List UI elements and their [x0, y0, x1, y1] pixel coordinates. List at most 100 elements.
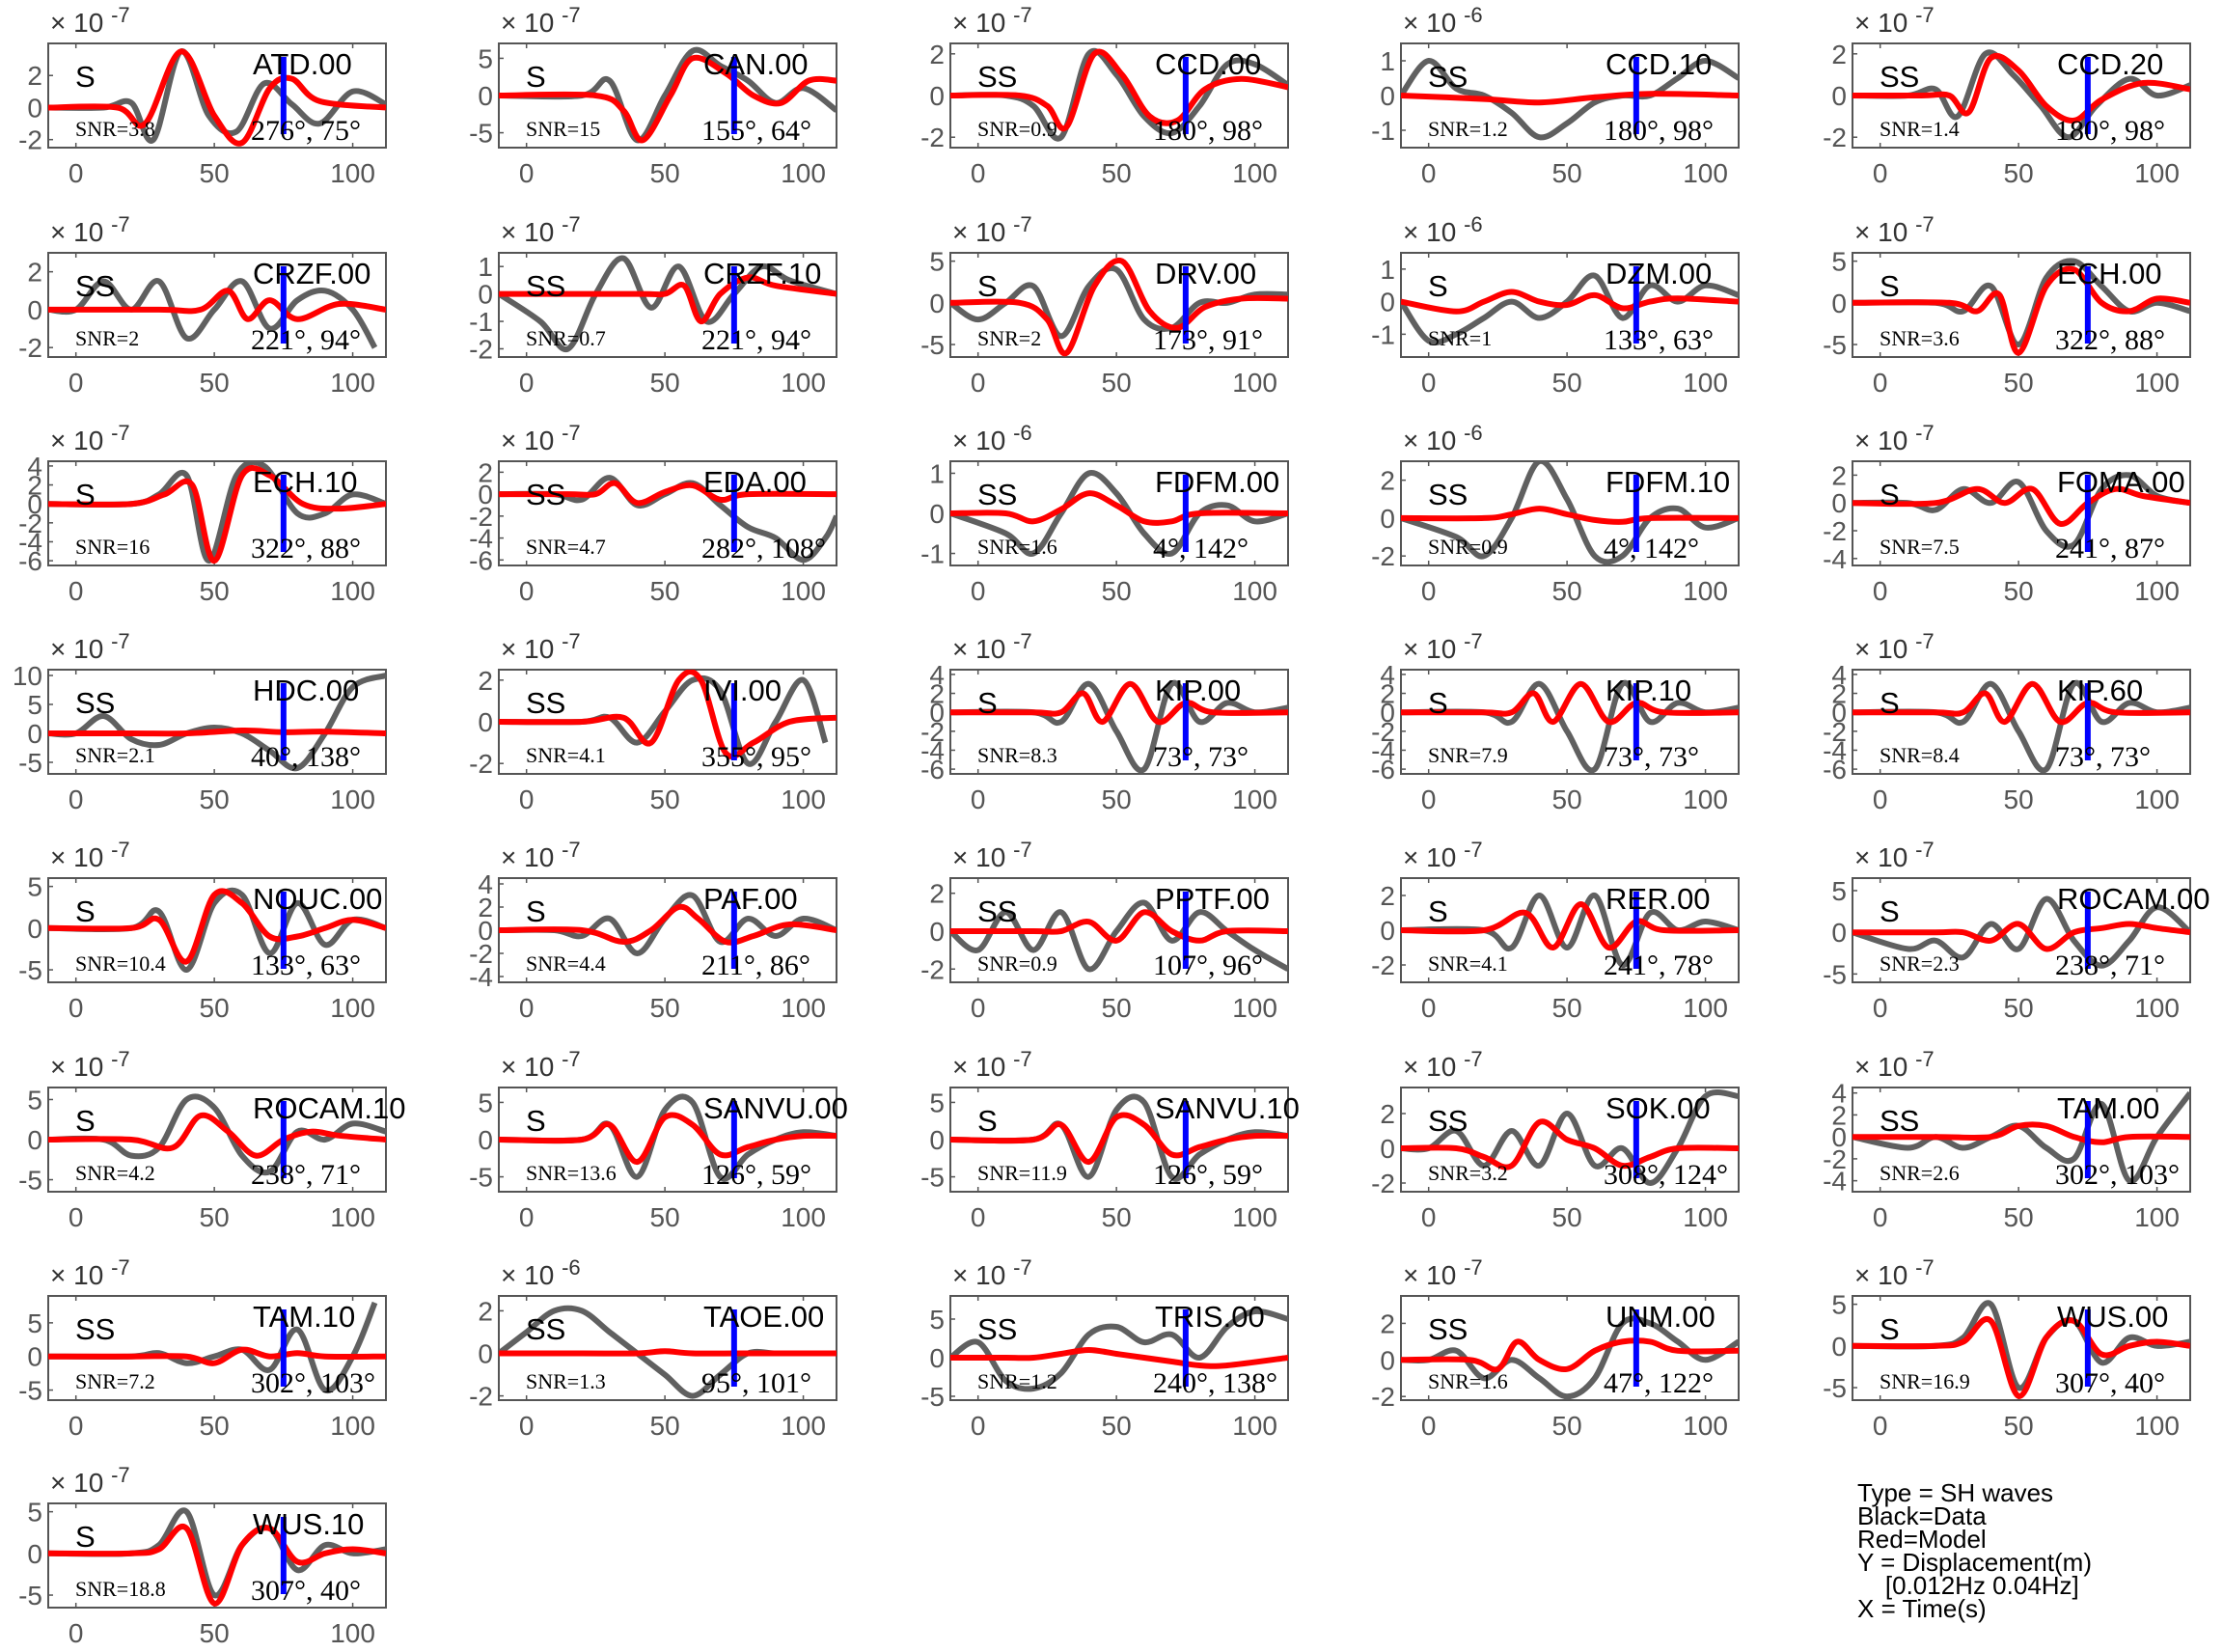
- phase-label: SS: [977, 60, 1017, 94]
- y-tick-label: 2: [1831, 1100, 1847, 1130]
- x-tick-label: 50: [2004, 1202, 2034, 1232]
- azimuth-label: 241°, 78°: [1604, 950, 1714, 981]
- y-tick-label: 2: [1831, 460, 1847, 490]
- data-trace: [499, 892, 837, 956]
- y-exponent-label: × 10 -7: [1854, 838, 1935, 872]
- phase-label: S: [1880, 686, 1900, 720]
- x-tick-label: 100: [2134, 993, 2180, 1023]
- station-label: SOK.00: [1606, 1091, 1711, 1125]
- x-tick-label: 100: [1232, 158, 1277, 188]
- panel-ivi-00: 0 50 100 -2 0 2 × 10 -7 SS IVI.00 SNR=4.1 355°, 95…: [469, 629, 837, 814]
- plot-area: [48, 461, 386, 564]
- station-label: TAM.10: [253, 1300, 355, 1334]
- x-tick-label: 0: [69, 158, 84, 188]
- x-tick-label: 0: [971, 576, 986, 606]
- snr-label: SNR=15: [526, 117, 600, 141]
- x-tick-label: 50: [200, 1202, 230, 1232]
- plot-area: [48, 1093, 386, 1176]
- y-tick-label: -2: [18, 333, 42, 363]
- axes-box: [1852, 669, 2191, 775]
- x-tick-label: 100: [330, 1202, 375, 1232]
- x-tick-label: 0: [1421, 368, 1437, 398]
- x-tick-label: 50: [650, 993, 680, 1023]
- x-tick-label: 100: [781, 993, 826, 1023]
- legend-line-xaxis: X = Time(s): [1857, 1594, 1987, 1623]
- panel-nouc-00: 0 50 100 -5 0 5 × 10 -7 S NOUC.00 SNR=10.4 133°, 6…: [18, 838, 387, 1023]
- plot-area: [1852, 1300, 2190, 1399]
- model-trace: [499, 54, 837, 144]
- azimuth-label: 73°, 73°: [2055, 741, 2151, 773]
- panel-unm-00: 0 50 100 -2 0 2 × 10 -7 SS UNM.00 SNR=1.6 47°, 122…: [1371, 1255, 1740, 1441]
- station-label: NOUC.00: [253, 882, 382, 916]
- plot-area: [499, 1305, 837, 1399]
- azimuth-label: 238°, 71°: [251, 1159, 361, 1191]
- axes-box: [47, 42, 387, 149]
- axes-box: [1400, 669, 1740, 775]
- y-tick-label: -2: [469, 334, 493, 364]
- x-tick-label: 100: [1232, 1411, 1277, 1441]
- panel-pptf-00: 0 50 100 -2 0 2× 10 -7 SS PPTF.00 SNR=0.9 107°, 9…: [920, 838, 1289, 1023]
- data-trace: [950, 1308, 1288, 1392]
- station-label: CCD.00: [1155, 47, 1261, 81]
- phase-label: S: [1428, 895, 1448, 928]
- y-tick-label: 0: [929, 1125, 945, 1155]
- x-tick-label: 0: [1421, 993, 1437, 1023]
- y-exponent-label: × 10 -6: [1403, 421, 1483, 455]
- phase-label: S: [977, 1104, 998, 1138]
- x-tick-label: 50: [650, 158, 680, 188]
- phase-label: SS: [1428, 478, 1468, 511]
- panel-fdfm-00: 0 50 100 -1 0 1× 10 -6 SS FDFM.00 SNR=1.6 4°, 142…: [920, 421, 1289, 606]
- y-tick-label: 0: [1380, 81, 1395, 111]
- snr-label: SNR=16: [75, 535, 150, 559]
- phase-label: S: [1880, 269, 1900, 303]
- y-tick-label: -4: [469, 524, 493, 554]
- x-tick-label: 100: [330, 1411, 375, 1441]
- y-exponent-label: × 10 -7: [501, 1047, 581, 1082]
- station-label: WUS.00: [2057, 1300, 2168, 1334]
- y-tick-label: -5: [920, 330, 945, 360]
- y-tick-label: 2: [1380, 1099, 1395, 1129]
- panel-rer-00: 0 50 100 -2 0 2 × 10 -7 S RER.00 SNR=4.1 241°, 78°: [1371, 838, 1740, 1023]
- y-exponent-label: × 10 -7: [1403, 1255, 1483, 1290]
- x-tick-label: 100: [1683, 1411, 1728, 1441]
- x-tick-label: 0: [69, 1618, 84, 1648]
- phase-label: SS: [526, 269, 565, 303]
- panel-sanvu-00: 0 50 100 -5 0 5 × 10 -7 S SANVU.00 SNR=13.6 126°, …: [469, 1047, 848, 1232]
- snr-label: SNR=2.6: [1880, 1161, 1960, 1185]
- y-tick-label: -5: [18, 748, 42, 778]
- y-exponent-label: × 10 -7: [952, 1047, 1032, 1082]
- azimuth-label: 4°, 142°: [1153, 533, 1249, 564]
- y-tick-label: 0: [929, 81, 945, 111]
- model-trace: [1401, 91, 1739, 106]
- azimuth-label: 4°, 142°: [1604, 533, 1699, 564]
- y-tick-label: 0: [27, 1125, 42, 1155]
- y-tick-label: -4: [1823, 544, 1847, 574]
- x-tick-label: 0: [519, 993, 535, 1023]
- y-tick-label: 0: [478, 1339, 493, 1369]
- x-tick-label: 0: [519, 1411, 535, 1441]
- plot-area: [499, 1093, 837, 1182]
- y-tick-label: -2: [18, 509, 42, 538]
- x-tick-label: 50: [1552, 158, 1582, 188]
- y-tick-label: -5: [469, 119, 493, 149]
- plot-area: [950, 48, 1288, 142]
- azimuth-label: 73°, 73°: [1604, 741, 1699, 773]
- panel-tam-10: 0 50 100 -5 0 5 × 10 -7 SS TAM.10 SNR=7.2 302°, 10…: [18, 1255, 387, 1441]
- y-tick-label: -2: [1371, 541, 1395, 571]
- x-tick-label: 100: [781, 368, 826, 398]
- azimuth-label: 155°, 64°: [701, 115, 811, 147]
- panel-wus-00: 0 50 100 -5 0 5× 10 -7 S WUS.00 SNR=16.9 307°, 40…: [1823, 1255, 2191, 1441]
- x-tick-label: 0: [519, 1202, 535, 1232]
- snr-label: SNR=2.1: [75, 743, 155, 767]
- y-tick-label: -4: [1823, 735, 1847, 765]
- plot-area: [1852, 49, 2190, 141]
- legend-line-data: Black=Data: [1857, 1501, 1987, 1530]
- azimuth-label: 95°, 101°: [701, 1367, 811, 1399]
- x-tick-label: 50: [1102, 1202, 1132, 1232]
- y-exponent-label: × 10 -7: [1854, 1255, 1935, 1290]
- y-tick-label: -1: [469, 307, 493, 337]
- y-exponent-label: × 10 -7: [50, 838, 130, 872]
